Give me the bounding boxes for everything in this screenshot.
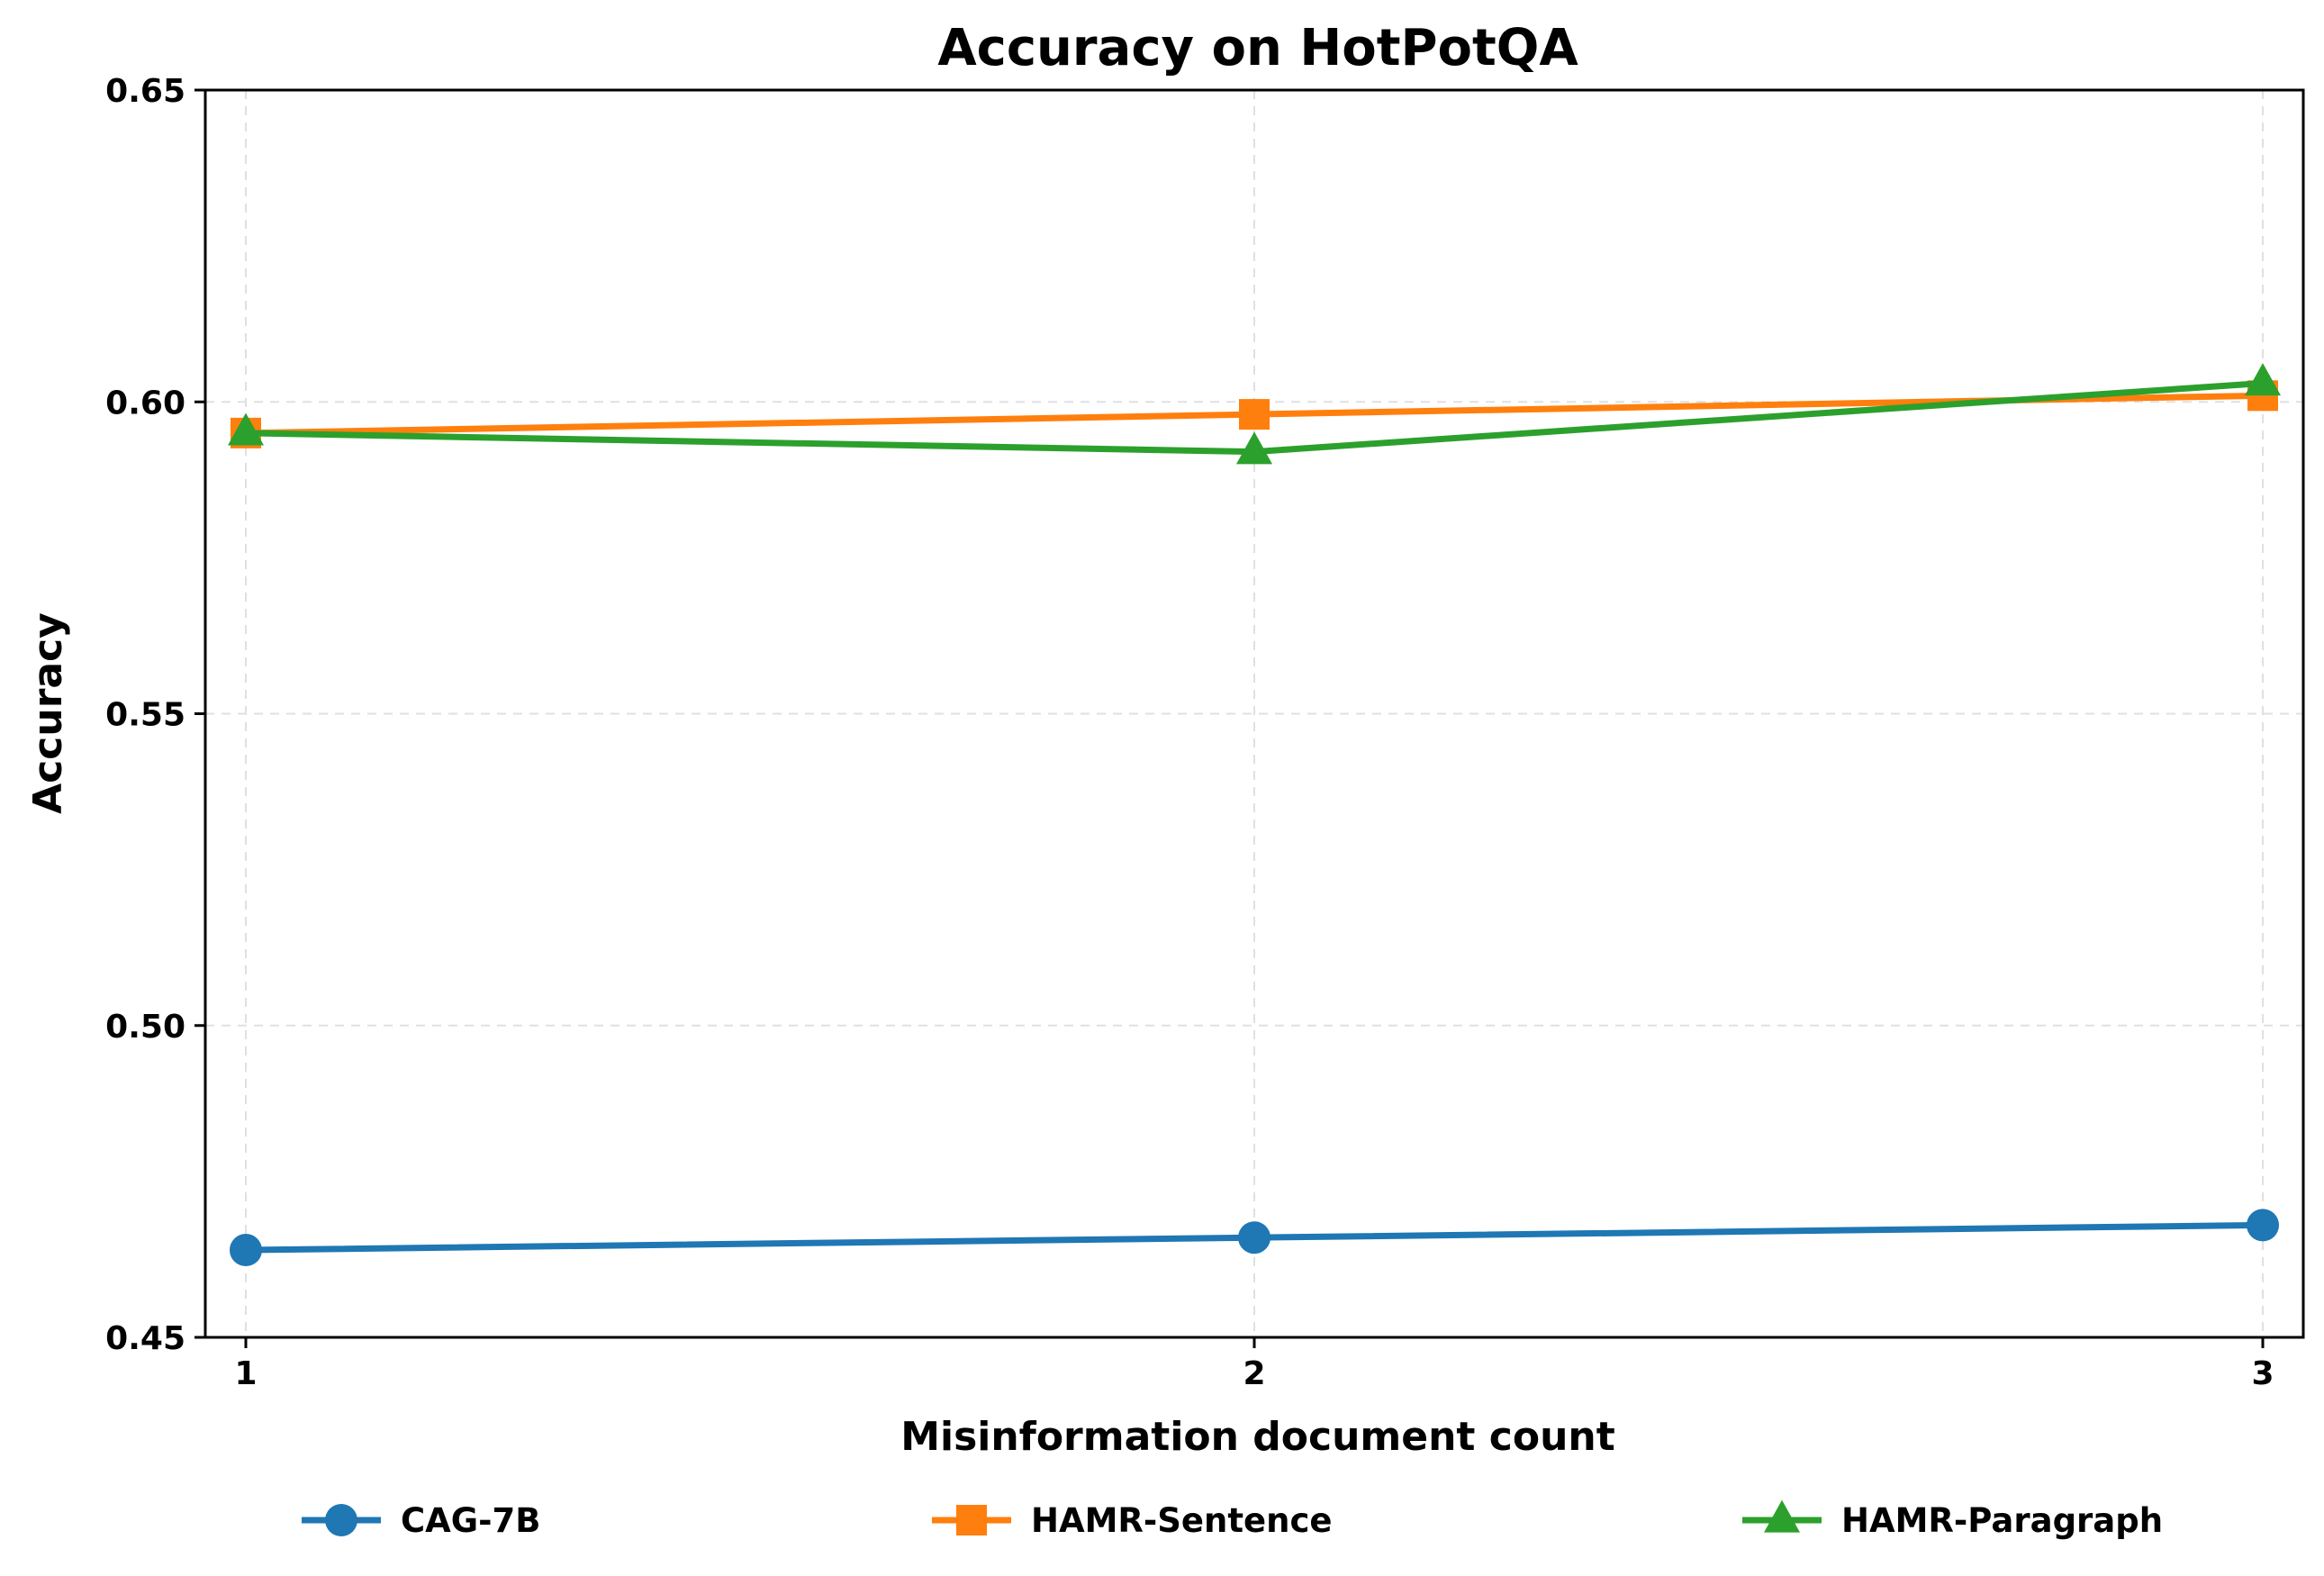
y-tick-label: 0.60 — [105, 385, 185, 421]
data-point-hamr-paragraph — [2245, 363, 2281, 396]
series-cag-7b — [230, 1209, 2279, 1267]
x-tick-label: 3 — [2251, 1355, 2274, 1392]
legend-label: CAG-7B — [401, 1501, 540, 1540]
series-layer — [228, 363, 2281, 1267]
x-axis-label: Misinformation document count — [900, 1414, 1615, 1460]
legend-item-hamr-paragraph: HAMR-Paragraph — [1742, 1499, 2163, 1540]
chart-title: Accuracy on HotPotQA — [937, 19, 1578, 77]
data-point-hamr-paragraph — [1236, 431, 1272, 465]
data-point-cag-7b — [2247, 1209, 2279, 1242]
y-tick-label: 0.55 — [105, 697, 185, 734]
legend: CAG-7B HAMR-Sentence HAMR-Paragraph — [302, 1499, 2163, 1540]
axis-ticks: 0.45 0.50 0.55 0.60 0.65 1 2 3 — [105, 73, 2274, 1392]
legend-marker — [325, 1504, 357, 1536]
series-hamr-paragraph — [228, 363, 2281, 465]
legend-label: HAMR-Sentence — [1031, 1501, 1333, 1540]
legend-label: HAMR-Paragraph — [1841, 1501, 2163, 1540]
data-point-hamr-sentence — [1239, 399, 1270, 430]
data-point-cag-7b — [1238, 1221, 1271, 1254]
data-point-hamr-paragraph — [228, 412, 264, 446]
data-point-cag-7b — [230, 1234, 262, 1267]
x-tick-label: 2 — [1243, 1355, 1265, 1392]
y-tick-label: 0.45 — [105, 1320, 185, 1357]
y-tick-label: 0.65 — [105, 73, 185, 110]
y-tick-label: 0.50 — [105, 1009, 185, 1046]
legend-marker — [1764, 1499, 1800, 1533]
legend-item-hamr-sentence: HAMR-Sentence — [932, 1501, 1333, 1540]
legend-marker — [956, 1505, 987, 1535]
legend-item-cag-7b: CAG-7B — [302, 1501, 540, 1540]
y-axis-label: Accuracy — [25, 612, 71, 814]
grid-lines — [205, 89, 2303, 1338]
x-tick-label: 1 — [234, 1355, 257, 1392]
